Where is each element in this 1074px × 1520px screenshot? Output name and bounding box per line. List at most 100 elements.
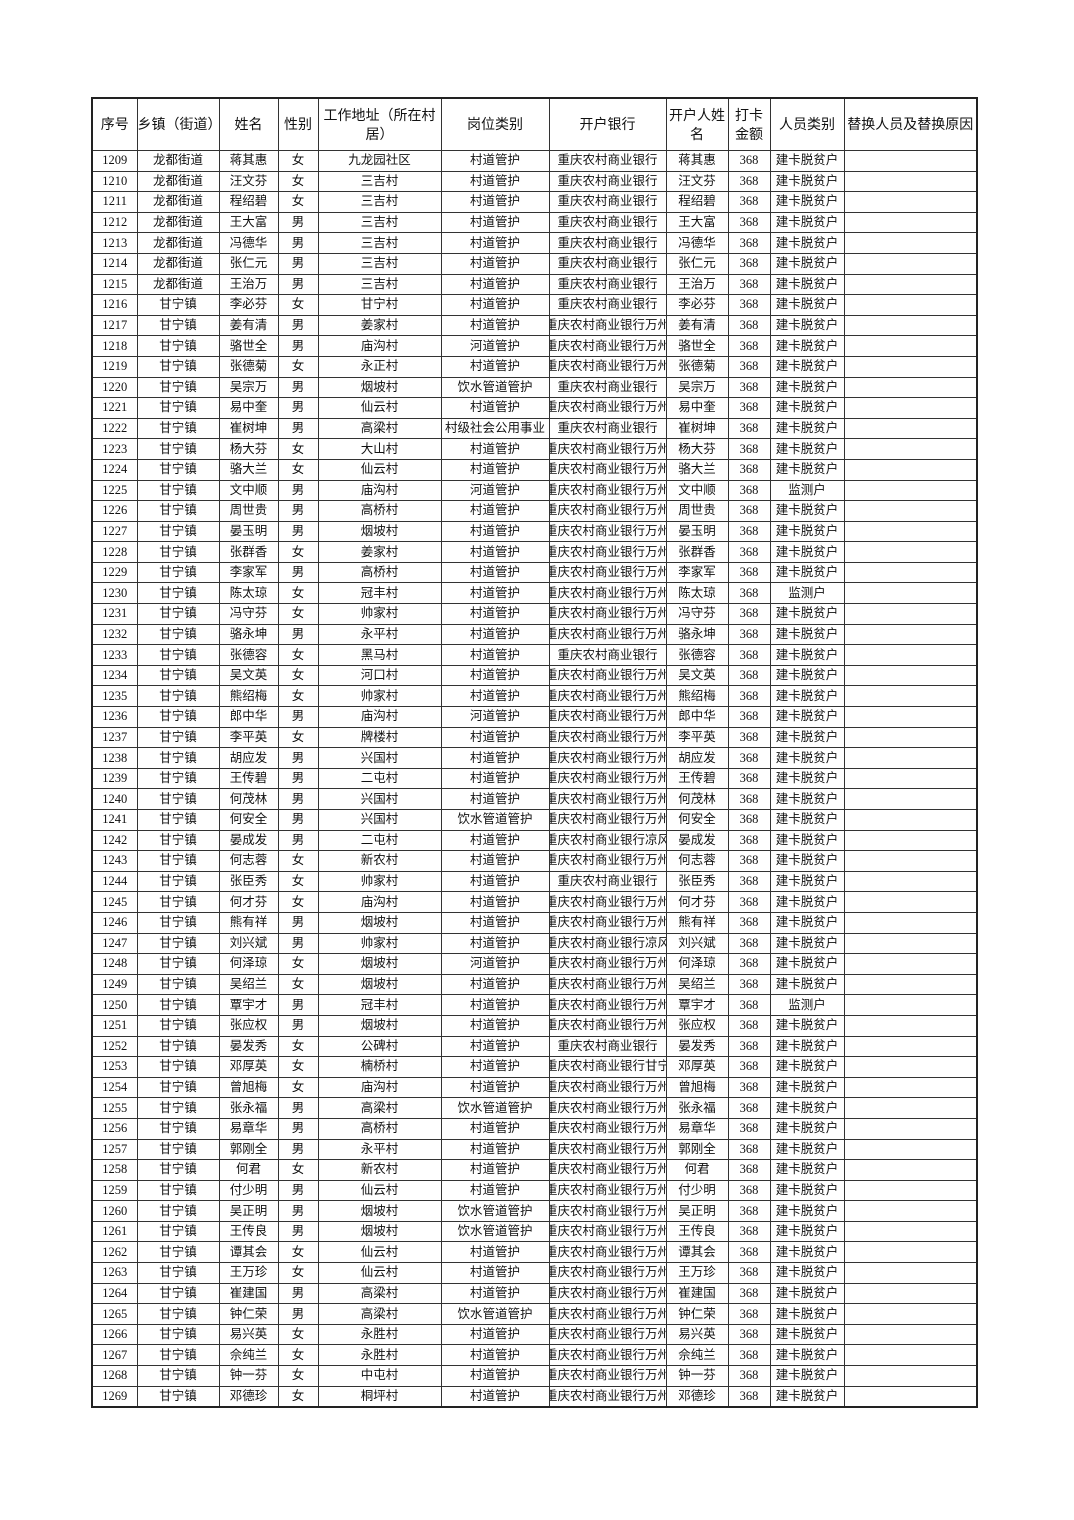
cell-account-holder: 冯守芬 <box>665 603 729 625</box>
table-row: 1262 甘宁镇 谭其会女仙云村 村道管护 重庆农村商业银行万州 谭其会 368 建卡脱贫户 <box>91 1241 978 1264</box>
cell-work-address: 仙云村 <box>317 1262 442 1284</box>
cell-post-type: 饮水管道管护 <box>440 1220 550 1243</box>
cell-work-address: 牌楼村 <box>317 726 442 749</box>
cell-seq-no: 1242 <box>91 829 138 852</box>
cell-post-type: 村道管护 <box>440 500 550 522</box>
cell-seq-no: 1213 <box>91 232 138 254</box>
cell-bank: 重庆农村商业银行万州 <box>548 1282 667 1305</box>
cell-town: 甘宁镇 <box>136 438 220 460</box>
cell-bank: 重庆农村商业银行万州 <box>548 767 667 790</box>
cell-name: 吴文英 <box>218 664 279 687</box>
cell-name: 付少明 <box>218 1179 279 1202</box>
cell-town: 甘宁镇 <box>136 1344 220 1367</box>
cell-seq-no: 1229 <box>91 561 138 584</box>
cell-post-type: 村道管护 <box>440 232 550 254</box>
cell-seq-no: 1230 <box>91 582 138 605</box>
cell-work-address: 桐坪村 <box>317 1385 442 1408</box>
cell-replacement-reason <box>843 1117 978 1140</box>
cell-post-type: 村道管护 <box>440 397 550 419</box>
header-replacement-reason: 替换人员及替换原因 <box>843 97 978 151</box>
cell-amount: 368 <box>727 1344 771 1367</box>
cell-account-holder: 崔树坤 <box>665 417 729 440</box>
cell-replacement-reason <box>843 1365 978 1387</box>
bank-text: 重庆农村商业银行凉风 <box>549 832 666 847</box>
cell-name: 易兴英 <box>218 1323 279 1346</box>
cell-account-holder: 何茂林 <box>665 788 729 810</box>
cell-gender: 女 <box>277 664 319 687</box>
table-row: 1258 甘宁镇 何君女新农村 村道管护 重庆农村商业银行万州 何君 368 建卡脱贫户 <box>91 1159 978 1181</box>
cell-account-holder: 熊有祥 <box>665 911 729 934</box>
cell-post-type: 村道管护 <box>440 685 550 708</box>
cell-seq-no: 1267 <box>91 1344 138 1367</box>
cell-amount: 368 <box>727 252 771 275</box>
cell-post-type: 村道管护 <box>440 1365 550 1387</box>
cell-name: 晏发秀 <box>218 1035 279 1058</box>
cell-work-address: 姜家村 <box>317 541 442 563</box>
bank-text: 重庆农村商业银行万州 <box>549 729 666 744</box>
cell-gender: 男 <box>277 1138 319 1161</box>
cell-work-address: 帅家村 <box>317 603 442 625</box>
cell-bank: 重庆农村商业银行万州 <box>548 973 667 996</box>
table-row: 1220 甘宁镇 吴宗万男烟坡村 饮水管道管护 重庆农村商业银行 吴宗万 368 建卡脱贫户 <box>91 376 978 399</box>
cell-gender: 男 <box>277 706 319 728</box>
table-row: 1222 甘宁镇 崔树坤男高梁村 村级社会公用事业 重庆农村商业银行 崔树坤 368 建卡脱贫… <box>91 417 978 440</box>
cell-seq-no: 1260 <box>91 1200 138 1222</box>
bank-text: 重庆农村商业银行万州 <box>549 1265 666 1280</box>
table-row: 1266 甘宁镇 易兴英女永胜村 村道管护 重庆农村商业银行万州 易兴英 368 建卡脱贫户 <box>91 1323 978 1346</box>
cell-replacement-reason <box>843 170 978 193</box>
table-row: 1211 龙都街道 程绍碧女三吉村 村道管护 重庆农村商业银行 程绍碧 368 建卡脱贫户 <box>91 191 978 213</box>
cell-account-holder: 张德菊 <box>665 355 729 378</box>
cell-work-address: 高梁村 <box>317 417 442 440</box>
bank-text: 重庆农村商业银行万州 <box>549 771 666 786</box>
table-row: 1242 甘宁镇 晏成发男二屯村 村道管护 重庆农村商业银行凉风 晏成发 368 建卡脱贫户 <box>91 829 978 852</box>
cell-gender: 男 <box>277 623 319 646</box>
table-row: 1215 龙都街道 王治万男三吉村 村道管护 重庆农村商业银行 王治万 368 建卡脱贫户 <box>91 273 978 296</box>
cell-account-holder: 何泽琼 <box>665 953 729 975</box>
cell-bank: 重庆农村商业银行万州 <box>548 1076 667 1099</box>
cell-bank: 重庆农村商业银行万州 <box>548 1014 667 1037</box>
table-row: 1214 龙都街道 张仁元男三吉村 村道管护 重庆农村商业银行 张仁元 368 建卡脱贫户 <box>91 252 978 275</box>
table-row: 1259 甘宁镇 付少明男仙云村 村道管护 重庆农村商业银行万州 付少明 368 建卡脱贫户 <box>91 1179 978 1202</box>
table-row: 1226 甘宁镇 周世贵男高桥村 村道管护 重庆农村商业银行万州 周世贵 368 建卡脱贫户 <box>91 500 978 522</box>
cell-replacement-reason <box>843 664 978 687</box>
cell-account-holder: 冯德华 <box>665 232 729 254</box>
cell-work-address: 仙云村 <box>317 397 442 419</box>
cell-replacement-reason <box>843 1076 978 1099</box>
cell-name: 曾旭梅 <box>218 1076 279 1099</box>
cell-name: 张德容 <box>218 644 279 666</box>
cell-account-holder: 邓德珍 <box>665 1385 729 1408</box>
cell-seq-no: 1266 <box>91 1323 138 1346</box>
cell-amount: 368 <box>727 1076 771 1099</box>
cell-seq-no: 1233 <box>91 644 138 666</box>
cell-amount: 368 <box>727 891 771 913</box>
bank-text: 重庆农村商业银行万州 <box>549 1388 666 1403</box>
cell-gender: 男 <box>277 397 319 419</box>
cell-post-type: 村道管护 <box>440 1179 550 1202</box>
cell-seq-no: 1222 <box>91 417 138 440</box>
cell-work-address: 仙云村 <box>317 1179 442 1202</box>
cell-gender: 女 <box>277 1035 319 1058</box>
cell-seq-no: 1209 <box>91 150 138 172</box>
cell-town: 甘宁镇 <box>136 500 220 522</box>
cell-amount: 368 <box>727 376 771 399</box>
cell-seq-no: 1245 <box>91 891 138 913</box>
cell-bank: 重庆农村商业银行万州 <box>548 314 667 337</box>
cell-replacement-reason <box>843 500 978 522</box>
cell-personnel-type: 建卡脱贫户 <box>769 1035 845 1058</box>
cell-gender: 女 <box>277 891 319 913</box>
cell-name: 钟一芬 <box>218 1365 279 1387</box>
cell-work-address: 庙沟村 <box>317 335 442 357</box>
cell-gender: 女 <box>277 973 319 996</box>
cell-seq-no: 1234 <box>91 664 138 687</box>
cell-gender: 男 <box>277 417 319 440</box>
cell-personnel-type: 建卡脱贫户 <box>769 870 845 893</box>
cell-personnel-type: 建卡脱贫户 <box>769 1241 845 1264</box>
cell-account-holder: 易兴英 <box>665 1323 729 1346</box>
cell-post-type: 河道管护 <box>440 953 550 975</box>
cell-post-type: 村道管护 <box>440 603 550 625</box>
table-row: 1209 龙都街道 蒋其惠女九龙园社区 村道管护 重庆农村商业银行 蒋其惠 368 建卡脱贫户 <box>91 150 978 172</box>
cell-work-address: 公碑村 <box>317 1035 442 1058</box>
cell-work-address: 庙沟村 <box>317 891 442 913</box>
cell-name: 王大富 <box>218 211 279 234</box>
cell-amount: 368 <box>727 355 771 378</box>
